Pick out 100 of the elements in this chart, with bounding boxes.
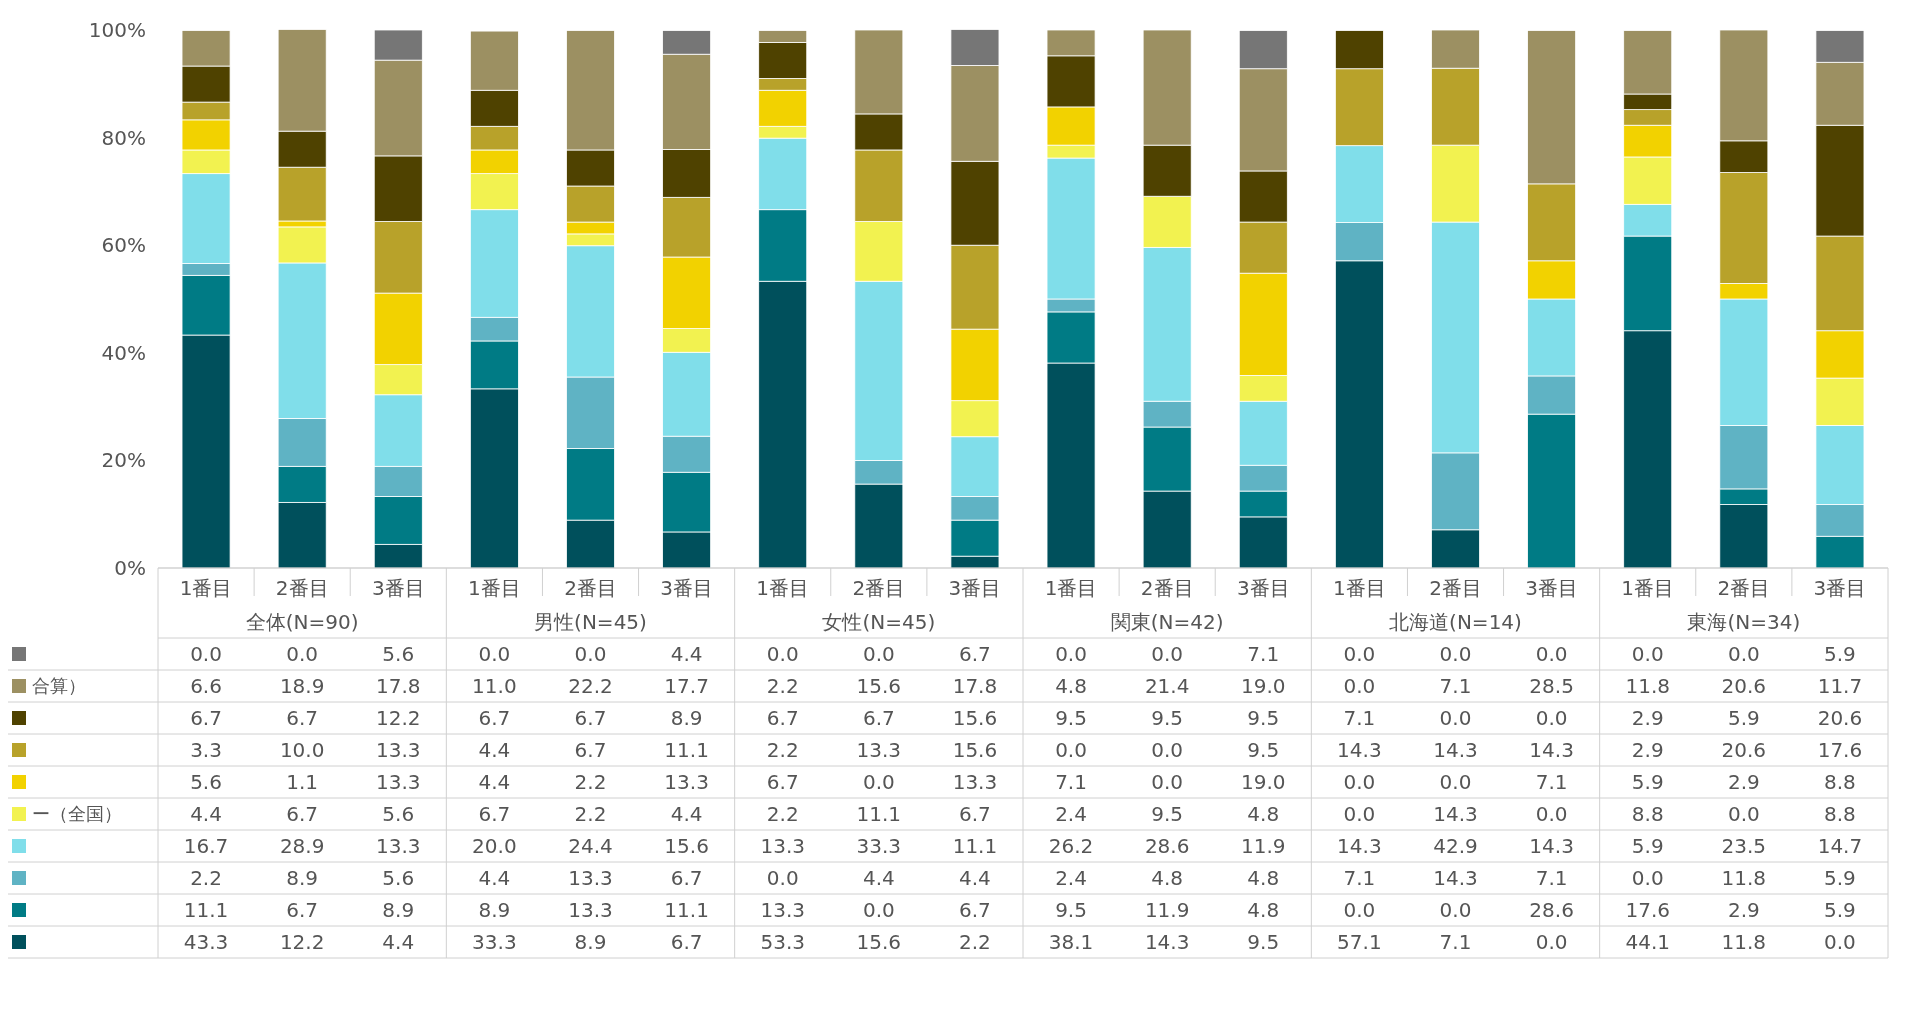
data-label: 1.1 bbox=[286, 770, 319, 794]
data-label: 13.3 bbox=[376, 770, 421, 794]
data-label: 14.3 bbox=[1337, 834, 1382, 858]
data-label: 14.3 bbox=[1144, 930, 1190, 954]
text: 女性(N=45) bbox=[822, 610, 936, 634]
data-label: 2.2 bbox=[574, 770, 607, 794]
data-label: 0.0 bbox=[1727, 642, 1760, 666]
data-label: 6.7 bbox=[286, 898, 319, 922]
data-label: 0.0 bbox=[478, 642, 511, 666]
data-label: 33.3 bbox=[472, 930, 517, 954]
data-label: 2.2 bbox=[959, 930, 991, 954]
data-label: 16.7 bbox=[183, 834, 229, 858]
data-label: 0.0 bbox=[1343, 898, 1376, 922]
data-label: 9.5 bbox=[1055, 898, 1087, 922]
data-label: 0.0 bbox=[190, 642, 222, 666]
data-label: 13.3 bbox=[664, 770, 709, 794]
data-label: 14.3 bbox=[1433, 738, 1478, 762]
data-label: 8.8 bbox=[1631, 802, 1664, 826]
data-label: 0.0 bbox=[1727, 802, 1760, 826]
data-label: 23.5 bbox=[1721, 834, 1767, 858]
data-label: 38.1 bbox=[1048, 930, 1094, 954]
data-label: 53.3 bbox=[760, 930, 805, 954]
data-label: 57.1 bbox=[1337, 930, 1382, 954]
data-label: 9.5 bbox=[1247, 930, 1280, 954]
data-label: 15.6 bbox=[664, 834, 709, 858]
data-label: 11.8 bbox=[1721, 866, 1767, 890]
y-tick-label: 80% bbox=[101, 125, 146, 150]
data-label: 24.4 bbox=[568, 834, 613, 858]
data-label: 42.9 bbox=[1433, 834, 1478, 858]
data-label: 4.4 bbox=[190, 802, 222, 826]
data-label: 6.7 bbox=[766, 770, 799, 794]
x-tick-label: 3番目 bbox=[1813, 576, 1867, 600]
x-tick-label: 3番目 bbox=[371, 576, 425, 600]
data-label: 11.8 bbox=[1721, 930, 1767, 954]
data-label: 0.0 bbox=[1535, 642, 1568, 666]
data-label: 0.0 bbox=[862, 898, 895, 922]
y-tick-label: 100% bbox=[88, 18, 146, 42]
data-label: 28.6 bbox=[1144, 834, 1190, 858]
data-label: 4.8 bbox=[1247, 898, 1280, 922]
legend-label: ー（全国） bbox=[32, 803, 122, 825]
x-tick-label: 1番目 bbox=[1333, 576, 1386, 600]
data-label: 0.0 bbox=[1631, 642, 1664, 666]
data-label: 2.9 bbox=[1727, 898, 1760, 922]
data-label: 22.2 bbox=[568, 674, 613, 698]
data-label: 4.8 bbox=[1151, 866, 1184, 890]
x-tick-label: 3番目 bbox=[660, 576, 713, 600]
data-label: 9.5 bbox=[1151, 706, 1184, 730]
data-label: 9.5 bbox=[1055, 706, 1087, 730]
data-label: 6.7 bbox=[478, 706, 511, 730]
data-label: 6.7 bbox=[574, 738, 607, 762]
data-label: 11.1 bbox=[952, 834, 998, 858]
data-label: 14.3 bbox=[1529, 738, 1574, 762]
data-label: 14.3 bbox=[1529, 834, 1574, 858]
data-label: 11.1 bbox=[664, 738, 709, 762]
data-label: 13.3 bbox=[856, 738, 902, 762]
data-label: 2.9 bbox=[1631, 706, 1664, 730]
data-label: 7.1 bbox=[1535, 866, 1568, 890]
data-label: 7.1 bbox=[1247, 642, 1280, 666]
data-label: 13.3 bbox=[376, 834, 421, 858]
data-label: 4.4 bbox=[959, 866, 991, 890]
data-label: 0.0 bbox=[1535, 706, 1568, 730]
data-label: 14.3 bbox=[1337, 738, 1382, 762]
data-label: 7.1 bbox=[1343, 706, 1376, 730]
data-label: 4.8 bbox=[1247, 802, 1280, 826]
data-label: 4.4 bbox=[862, 866, 895, 890]
data-label: 0.0 bbox=[1151, 738, 1184, 762]
data-label: 2.2 bbox=[766, 674, 799, 698]
data-label: 4.4 bbox=[478, 738, 511, 762]
data-label: 8.9 bbox=[670, 706, 703, 730]
x-tick-label: 2番目 bbox=[1140, 576, 1194, 600]
data-label: 13.3 bbox=[376, 738, 421, 762]
x-tick-label: 3番目 bbox=[1525, 576, 1578, 600]
data-label: 20.6 bbox=[1721, 674, 1767, 698]
data-label: 4.4 bbox=[382, 930, 415, 954]
data-label: 18.9 bbox=[279, 674, 325, 698]
data-label: 43.3 bbox=[183, 930, 229, 954]
data-label: 0.0 bbox=[862, 642, 895, 666]
data-label: 21.4 bbox=[1144, 674, 1190, 698]
data-label: 8.9 bbox=[478, 898, 511, 922]
data-label: 6.7 bbox=[766, 706, 799, 730]
x-tick-label: 2番目 bbox=[1717, 576, 1771, 600]
data-label: 9.5 bbox=[1247, 738, 1280, 762]
y-tick-label: 20% bbox=[101, 448, 146, 473]
data-label: 0.0 bbox=[1439, 642, 1472, 666]
y-tick-label: 0% bbox=[114, 556, 146, 580]
data-label: 17.6 bbox=[1625, 898, 1670, 922]
x-tick-label: 1番目 bbox=[179, 576, 233, 600]
data-label: 28.5 bbox=[1529, 674, 1574, 698]
data-label: 4.4 bbox=[670, 802, 703, 826]
data-label: 17.6 bbox=[1817, 738, 1863, 762]
data-label: 20.6 bbox=[1721, 738, 1767, 762]
data-label: 10.0 bbox=[279, 738, 325, 762]
data-label: 0.0 bbox=[1439, 770, 1472, 794]
data-label: 11.8 bbox=[1625, 674, 1670, 698]
data-label: 28.6 bbox=[1529, 898, 1574, 922]
data-label: 28.9 bbox=[279, 834, 325, 858]
data-label: 4.4 bbox=[670, 642, 703, 666]
data-label: 5.6 bbox=[382, 802, 415, 826]
data-label: 11.1 bbox=[664, 898, 709, 922]
data-label: 6.7 bbox=[959, 802, 991, 826]
